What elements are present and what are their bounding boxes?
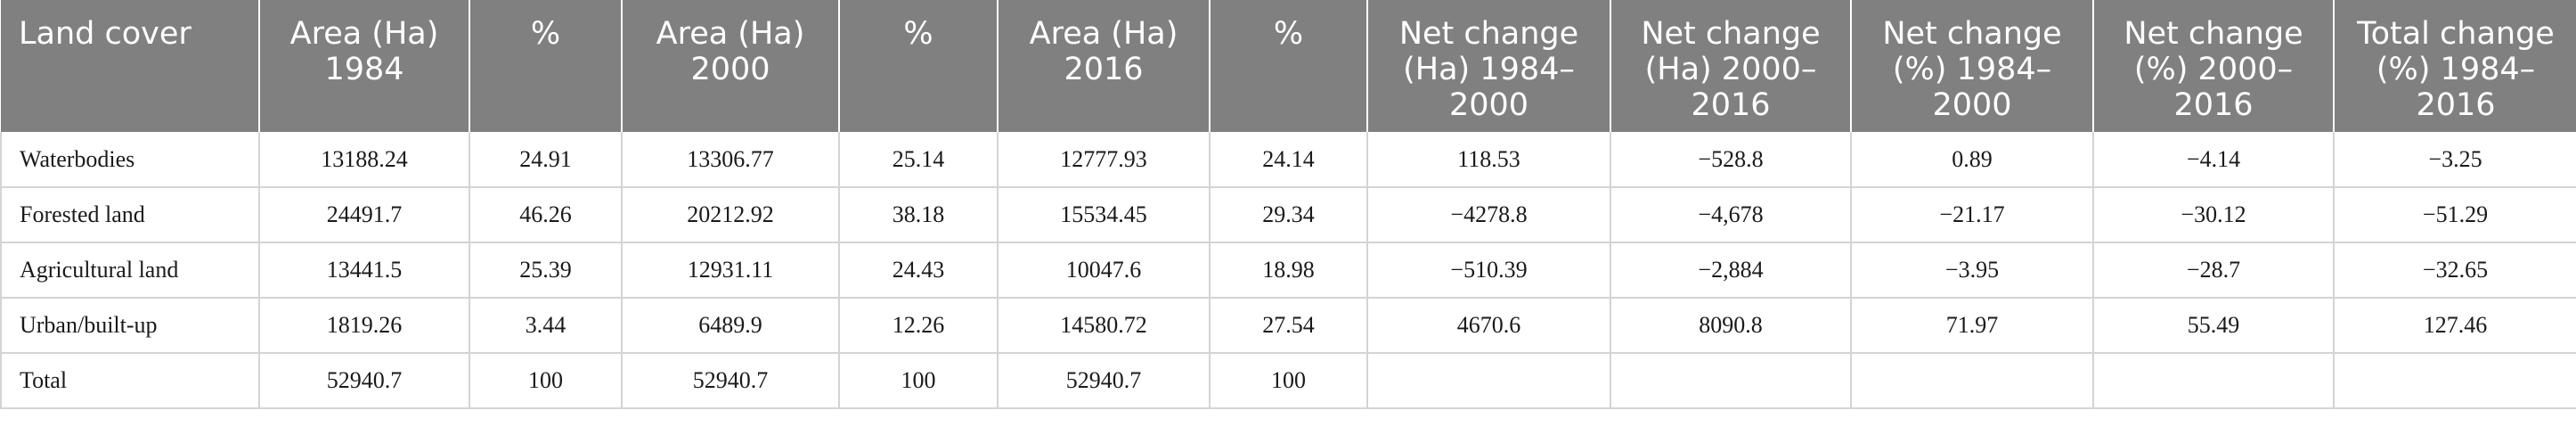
cell-area-2016: 52940.7 [997,353,1211,409]
cell-net-change-ha-2000-2016: −528.8 [1610,132,1852,188]
cell-percent-1984: 25.39 [469,242,623,299]
cell-land-cover: Total [0,353,260,409]
header-percent-1984: % [469,0,623,132]
cell-net-change-pct-2000-2016: −28.7 [2092,242,2335,299]
cell-net-change-ha-2000-2016: −2,884 [1610,242,1852,299]
cell-percent-1984: 100 [469,353,623,409]
cell-total-change-pct-1984-2016: −32.65 [2333,242,2576,299]
cell-area-2016: 14580.72 [997,298,1211,354]
cell-percent-2016: 27.54 [1209,298,1368,354]
cell-area-2000: 13306.77 [621,132,840,188]
cell-area-2000: 6489.9 [621,298,840,354]
cell-percent-2000: 38.18 [838,187,999,243]
table-row: Waterbodies 13188.24 24.91 13306.77 25.1… [0,132,2576,188]
header-percent-2016: % [1210,0,1368,132]
cell-net-change-ha-1984-2000: 4670.6 [1366,298,1611,354]
cell-net-change-pct-2000-2016 [2092,353,2335,409]
header-net-change-pct-2000-2016: Net change (%) 2000– 2016 [2093,0,2335,132]
cell-net-change-ha-2000-2016 [1610,353,1852,409]
cell-percent-1984: 46.26 [469,187,623,243]
cell-area-2000: 20212.92 [621,187,840,243]
cell-area-2000: 12931.11 [621,242,840,299]
header-net-change-ha-2000-2016: Net change (Ha) 2000– 2016 [1610,0,1852,132]
header-area-1984: Area (Ha) 1984 [259,0,470,132]
cell-net-change-ha-2000-2016: −4,678 [1610,187,1852,243]
cell-total-change-pct-1984-2016: 127.46 [2333,298,2576,354]
table-body: Waterbodies 13188.24 24.91 13306.77 25.1… [0,132,2576,409]
cell-land-cover: Urban/built-up [0,298,260,354]
cell-net-change-ha-1984-2000: −4278.8 [1366,187,1611,243]
cell-area-1984: 1819.26 [258,298,470,354]
cell-net-change-pct-1984-2000: −3.95 [1850,242,2094,299]
cell-net-change-pct-1984-2000: 0.89 [1850,132,2094,188]
cell-net-change-ha-1984-2000: −510.39 [1366,242,1611,299]
cell-total-change-pct-1984-2016: −3.25 [2333,132,2576,188]
table-row-total: Total 52940.7 100 52940.7 100 52940.7 10… [0,353,2576,409]
cell-area-2016: 15534.45 [997,187,1211,243]
cell-percent-2000: 100 [838,353,999,409]
table-row: Agricultural land 13441.5 25.39 12931.11… [0,242,2576,299]
cell-percent-2016: 18.98 [1209,242,1368,299]
header-net-change-ha-1984-2000: Net change (Ha) 1984– 2000 [1367,0,1611,132]
cell-net-change-pct-2000-2016: 55.49 [2092,298,2335,354]
cell-net-change-pct-2000-2016: −30.12 [2092,187,2335,243]
cell-percent-1984: 24.91 [469,132,623,188]
cell-net-change-pct-2000-2016: −4.14 [2092,132,2335,188]
cell-percent-2016: 24.14 [1209,132,1368,188]
cell-net-change-ha-2000-2016: 8090.8 [1610,298,1852,354]
header-land-cover: Land cover [1,0,260,132]
header-area-2016: Area (Ha) 2016 [998,0,1211,132]
land-cover-change-table: Land cover Area (Ha) 1984 % Area (Ha) 20… [0,0,2576,409]
cell-percent-2000: 25.14 [838,132,999,188]
cell-net-change-ha-1984-2000 [1366,353,1611,409]
cell-land-cover: Agricultural land [0,242,260,299]
cell-net-change-ha-1984-2000: 118.53 [1366,132,1611,188]
cell-area-1984: 13188.24 [258,132,470,188]
cell-area-2016: 10047.6 [997,242,1211,299]
cell-net-change-pct-1984-2000: 71.97 [1850,298,2094,354]
header-row: Land cover Area (Ha) 1984 % Area (Ha) 20… [1,0,2576,132]
cell-area-2016: 12777.93 [997,132,1211,188]
cell-percent-2000: 12.26 [838,298,999,354]
header-total-change-pct-1984-2016: Total change (%) 1984– 2016 [2334,0,2576,132]
cell-area-1984: 13441.5 [258,242,470,299]
cell-percent-1984: 3.44 [469,298,623,354]
cell-total-change-pct-1984-2016 [2333,353,2576,409]
header-area-2000: Area (Ha) 2000 [622,0,840,132]
cell-area-1984: 52940.7 [258,353,470,409]
header-net-change-pct-1984-2000: Net change (%) 1984– 2000 [1851,0,2094,132]
table-row: Urban/built-up 1819.26 3.44 6489.9 12.26… [0,298,2576,354]
cell-area-1984: 24491.7 [258,187,470,243]
cell-land-cover: Forested land [0,187,260,243]
cell-net-change-pct-1984-2000 [1850,353,2094,409]
table-row: Forested land 24491.7 46.26 20212.92 38.… [0,187,2576,243]
cell-total-change-pct-1984-2016: −51.29 [2333,187,2576,243]
cell-percent-2000: 24.43 [838,242,999,299]
cell-percent-2016: 100 [1209,353,1368,409]
cell-net-change-pct-1984-2000: −21.17 [1850,187,2094,243]
header-percent-2000: % [839,0,999,132]
table-header: Land cover Area (Ha) 1984 % Area (Ha) 20… [1,0,2576,132]
cell-area-2000: 52940.7 [621,353,840,409]
cell-land-cover: Waterbodies [0,132,260,188]
cell-percent-2016: 29.34 [1209,187,1368,243]
